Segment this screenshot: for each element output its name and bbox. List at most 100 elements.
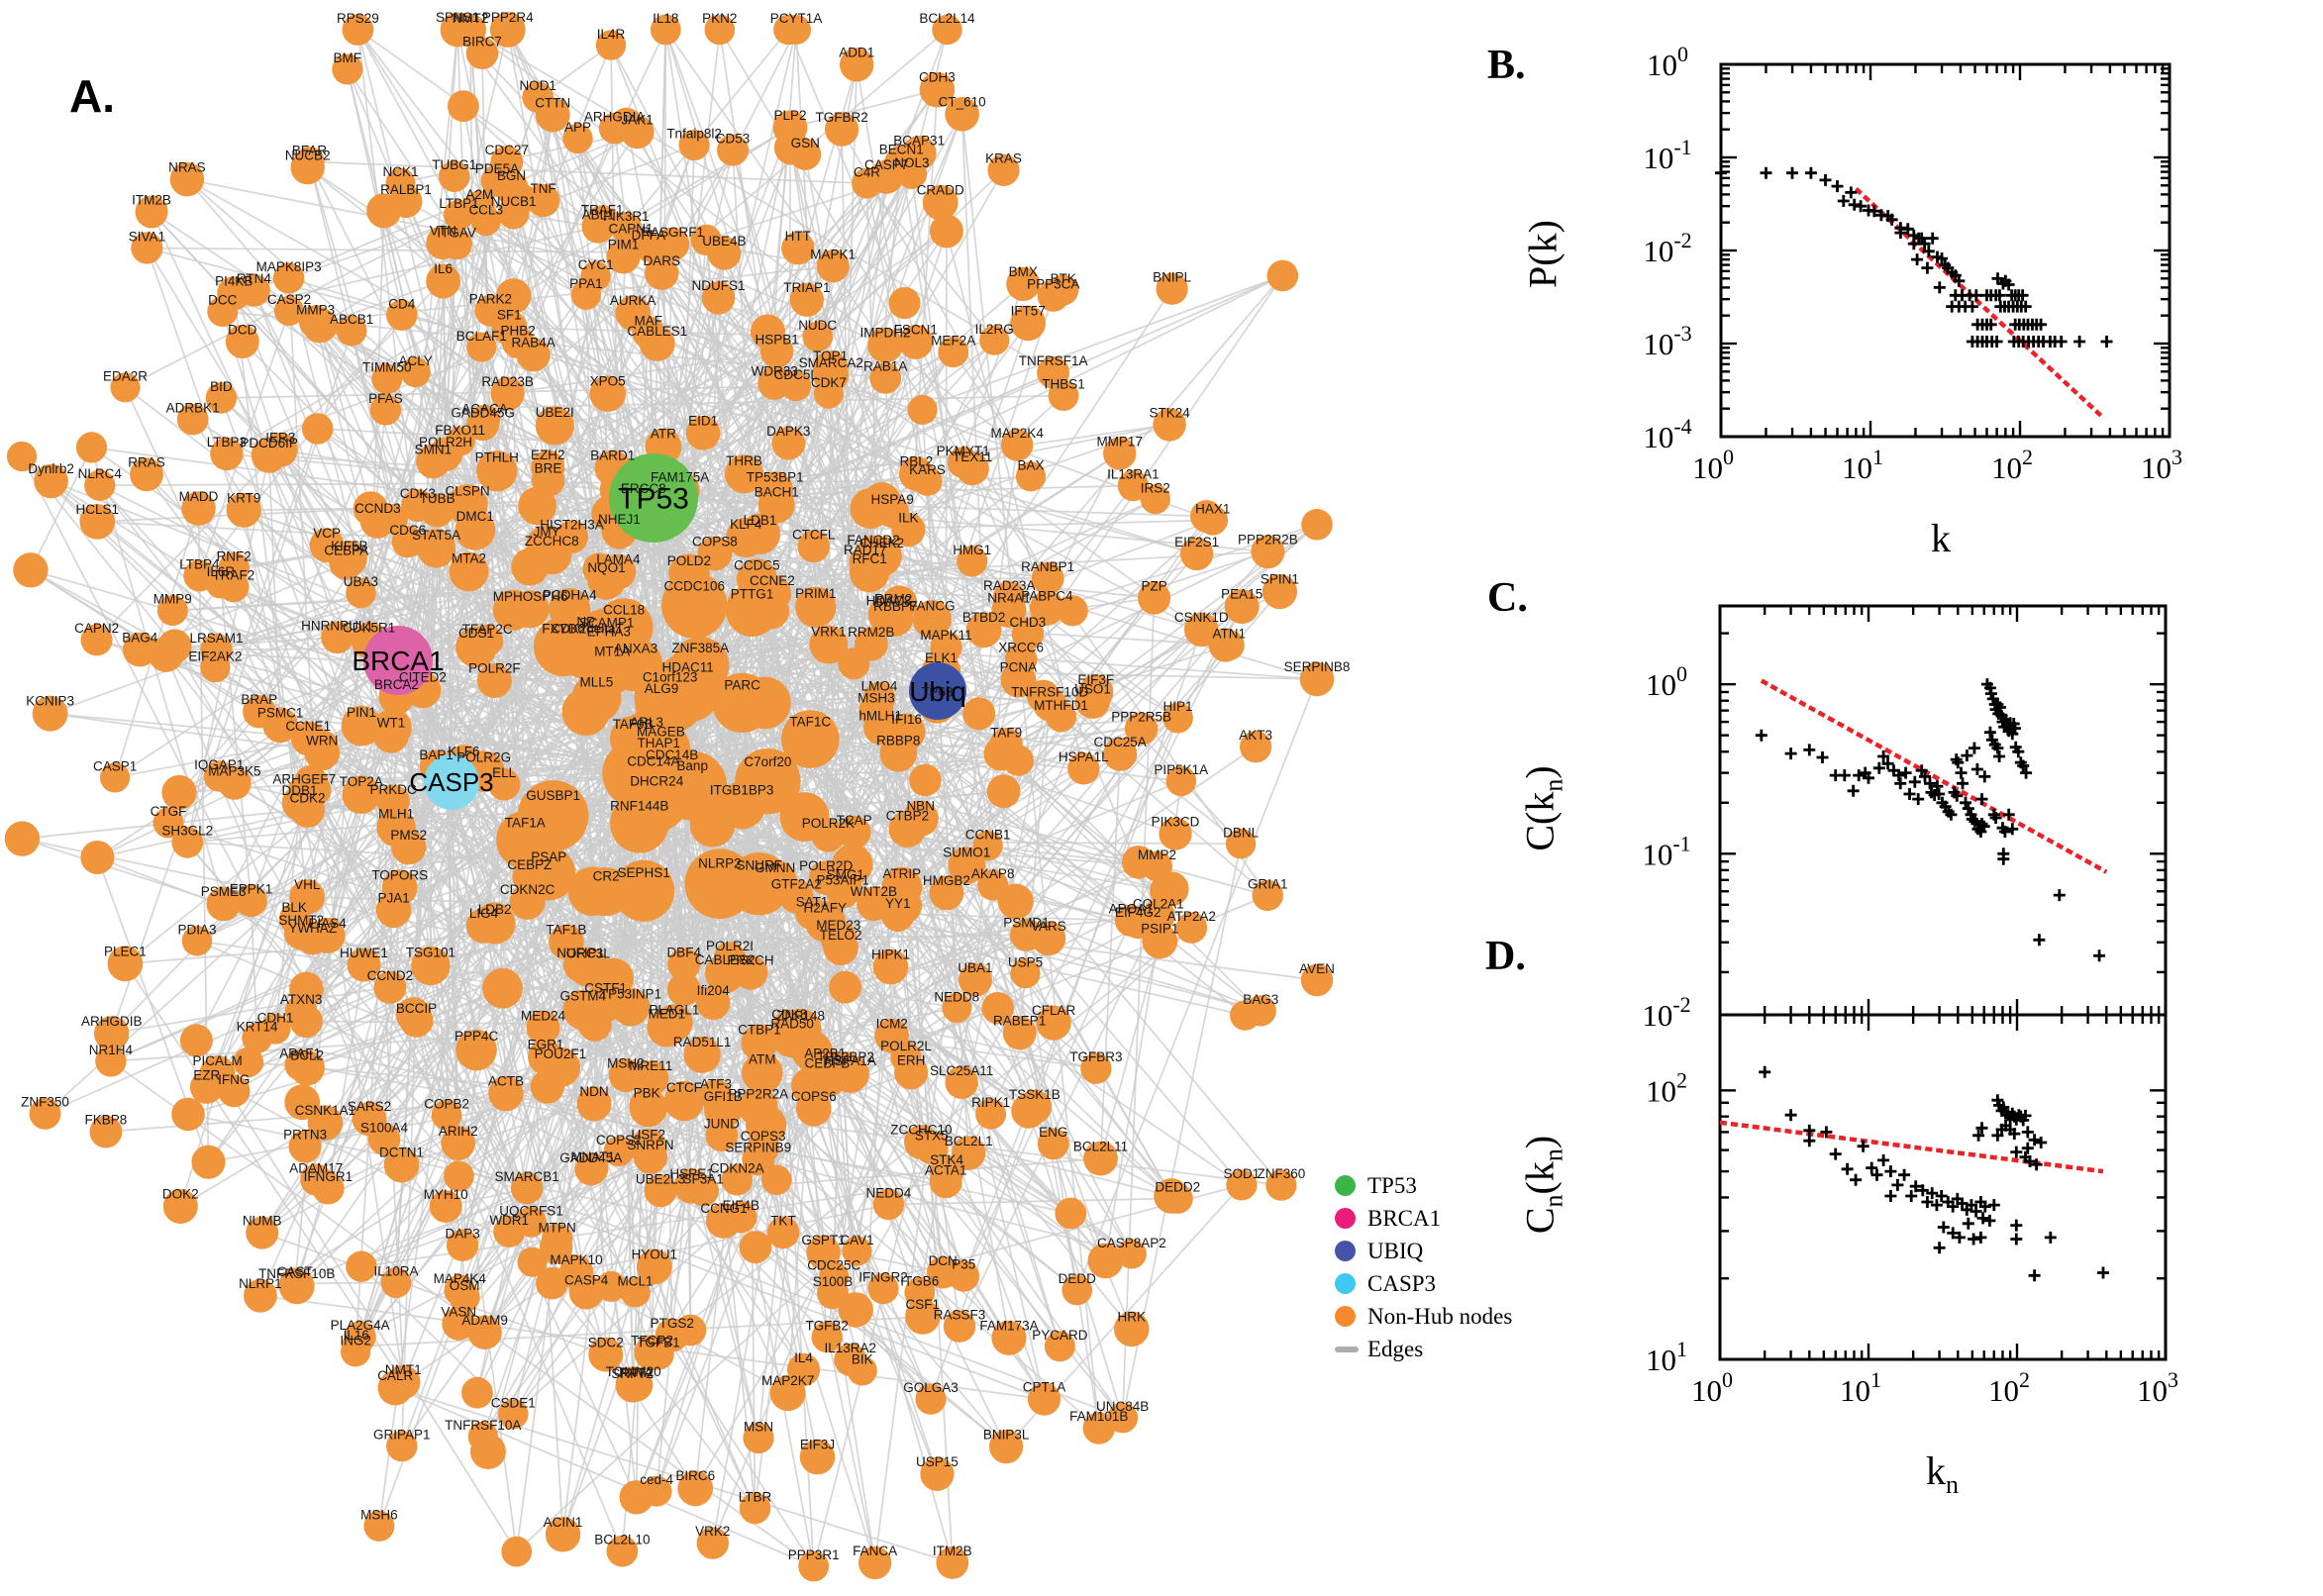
network-node <box>439 160 470 192</box>
data-point <box>1786 166 1798 179</box>
data-point <box>1936 252 1948 265</box>
network-node <box>95 1046 127 1077</box>
data-point <box>1945 808 1958 821</box>
network-node <box>1010 305 1046 342</box>
network-node <box>797 530 830 563</box>
network-node-label: POLR2H <box>419 435 472 449</box>
network-node-label: BAG4 <box>122 630 158 645</box>
network-node-label: HSPA9 <box>871 492 914 507</box>
network-node-label: ARHGEF7 <box>272 771 336 786</box>
network-node-label: CDH1 <box>257 1010 294 1025</box>
network-node-label: BFAR <box>292 144 328 158</box>
network-node-label: AKAP8 <box>971 866 1015 881</box>
network-node <box>1252 879 1283 912</box>
data-point <box>1759 1065 1771 1078</box>
network-node-label: PCDHA4 <box>543 588 597 603</box>
network-node <box>898 325 934 359</box>
data-points <box>1755 678 2106 962</box>
network-edge <box>394 1387 815 1567</box>
network-node <box>411 946 451 986</box>
axis-label-part: n <box>1539 1148 1568 1162</box>
network-edge <box>327 553 554 1189</box>
network-edge <box>256 781 453 1040</box>
network-node <box>429 1190 462 1223</box>
network-node <box>789 282 825 317</box>
network-node-label: TNFRSF10D <box>1011 685 1088 700</box>
network-node-label: SMG1 <box>827 867 864 882</box>
chart-d-ylabel: Cn(kn) <box>1517 1106 1569 1264</box>
network-node-label: HRK <box>1118 1309 1147 1324</box>
network-edge <box>513 295 1097 1069</box>
network-node <box>431 1099 462 1131</box>
network-node-label: PFAS <box>368 391 403 406</box>
network-node-label: RPS29 <box>337 11 379 26</box>
network-node <box>696 985 731 1021</box>
network-node-label: COPS3 <box>741 1129 786 1144</box>
network-edge <box>841 129 856 833</box>
data-point <box>1983 726 1996 739</box>
network-node <box>922 184 959 221</box>
network-node-label: SOD1 <box>1224 1166 1261 1181</box>
network-node-label: CDC27 <box>485 143 529 157</box>
data-point <box>1972 1129 1985 1142</box>
network-node-label: UBE4B <box>702 234 746 249</box>
axis-ticks <box>1719 62 2172 439</box>
network-node-label: NBN <box>906 799 935 814</box>
network-edge <box>233 292 757 1509</box>
network-node-label: TGFB2 <box>805 1319 849 1334</box>
tick-label: 102 <box>1991 445 2033 485</box>
network-node-label: STX5 <box>915 1129 949 1144</box>
network-node-label: BNIPL <box>1153 270 1192 285</box>
network-edge <box>927 479 1197 555</box>
network-node <box>440 12 475 48</box>
data-point <box>2028 1269 2041 1282</box>
network-node-label: PARK2 <box>469 292 512 307</box>
data-point <box>1933 281 1946 294</box>
network-node-label: MRE11 <box>629 1058 672 1073</box>
network-node <box>981 992 1014 1025</box>
network-edge <box>537 97 778 1180</box>
axis-label-part: k <box>1931 516 1951 560</box>
network-node-label: ITGB6 <box>900 1274 939 1289</box>
network-node <box>385 167 416 198</box>
network-node <box>522 81 554 113</box>
network-node-label: FXYD6 <box>542 622 585 637</box>
network-node-label: HIP1 <box>1162 699 1192 714</box>
data-point <box>1922 245 1935 257</box>
network-node-label: COPS2 <box>596 1133 642 1147</box>
data-point <box>1955 766 1968 779</box>
network-node-label: HSPA1L <box>1059 749 1109 764</box>
data-point <box>1847 784 1860 797</box>
network-node-label: VCP <box>313 526 341 541</box>
network-node-label: PSME3 <box>201 884 247 899</box>
network-node-label: ZNF360 <box>1258 1166 1306 1181</box>
network-node-label: RBL2 <box>900 454 934 469</box>
network-node-label: PLEC1 <box>104 944 147 958</box>
network-node-label: PHB2 <box>501 323 536 338</box>
network-node <box>449 1281 480 1313</box>
network-edge <box>151 211 757 1509</box>
network-node-label: NMT1 <box>385 1362 422 1377</box>
network-node <box>1162 1182 1193 1214</box>
network-node <box>761 1164 792 1196</box>
legend-item-nonhub: Non-Hub nodes <box>1335 1300 1512 1333</box>
network-node <box>1031 561 1064 595</box>
network-node <box>1036 1005 1071 1041</box>
network-node-label: PPP4C <box>454 1029 499 1044</box>
network-node-label: CDK2 <box>289 791 325 806</box>
network-node <box>107 946 144 982</box>
network-node-label: VRK1 <box>811 624 846 639</box>
network-node-label: KRT14 <box>237 1020 278 1035</box>
network-node-label: NUDC <box>798 318 837 333</box>
network-node-label: KRAS <box>985 151 1022 166</box>
network-node-label: BCCIP <box>396 1001 437 1016</box>
network-node-label: DCN <box>929 1253 958 1268</box>
network-node <box>962 697 996 731</box>
network-node <box>376 807 416 848</box>
network-node-label: BCL2L1 <box>945 1134 993 1148</box>
network-node <box>919 71 956 108</box>
network-edge <box>467 299 808 573</box>
brca1-dot-icon <box>1335 1208 1356 1229</box>
network-node <box>757 471 793 508</box>
network-node-label: SMN1 <box>415 442 453 456</box>
